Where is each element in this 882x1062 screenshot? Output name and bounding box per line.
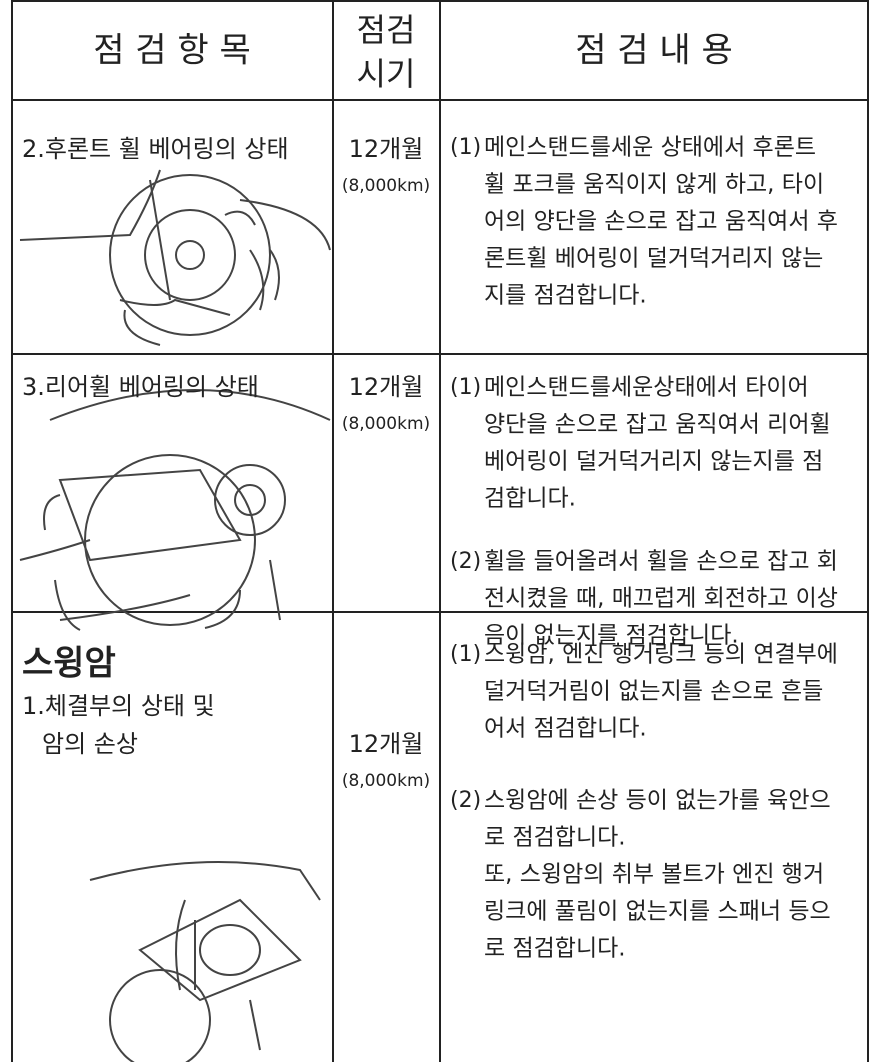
header-item: 점 검 항 목 (93, 31, 251, 71)
content-line: 지를 점검합니다. (484, 283, 647, 309)
section-title: 스윙암 (22, 644, 116, 684)
period: 12개월 (349, 373, 424, 401)
period: 12개월 (349, 135, 424, 163)
content-line: 로 점검합니다. (484, 936, 626, 962)
table-grid (11, 0, 869, 1062)
content-marker: (2) (450, 549, 481, 574)
period: 12개월 (349, 730, 424, 758)
content-line: 전시켰을 때, 매끄럽게 회전하고 이상 (484, 586, 838, 612)
item-text: 1.체결부의 상태 및 (22, 692, 215, 720)
header-period: 점검 (357, 11, 416, 49)
content-line: 메인스탠드를세운 상태에서 후론트 (484, 135, 816, 161)
item-text: 암의 손상 (42, 730, 138, 758)
content-line: 음이 없는지를 점검합니다. (484, 623, 739, 649)
content-line: 휠 포크를 움직이지 않게 하고, 타이 (484, 172, 824, 198)
content-line: 양단을 손으로 잡고 움직여서 리어휠 (484, 412, 831, 438)
content-line: 스윙암에 손상 등이 없는가를 육안으 (484, 788, 831, 814)
content-line: 덜거덕거림이 없는지를 손으로 흔들 (484, 679, 823, 705)
period-sub: (8,000km) (342, 414, 430, 434)
swingarm-illustration (89, 861, 321, 1062)
content-line: 휠을 들어올려서 휠을 손으로 잡고 회 (484, 549, 838, 575)
period-sub: (8,000km) (342, 176, 430, 196)
content-marker: (1) (450, 135, 481, 160)
content-marker: (1) (450, 642, 481, 667)
content-line: 론트휠 베어링이 덜거덕거리지 않는 (484, 246, 823, 272)
content-line: 로 점검합니다. (484, 825, 626, 851)
content-marker: (2) (450, 788, 481, 813)
item-text: 3.리어휠 베어링의 상태 (22, 373, 259, 401)
header-content: 점 검 내 용 (575, 31, 733, 71)
rear-wheel-illustration (19, 389, 331, 631)
period-sub: (8,000km) (342, 771, 430, 791)
content-line: 베어링이 덜거덕거리지 않는지를 점 (484, 449, 823, 475)
content-line: 링크에 풀림이 없는지를 스패너 등으 (484, 899, 831, 925)
content-line: 어의 양단을 손으로 잡고 움직여서 후 (484, 209, 838, 235)
content-line: 어서 점검합니다. (484, 716, 647, 742)
content-line: 스윙암, 엔진 행거링크 등의 연결부에 (484, 642, 838, 668)
content-line: 메인스탠드를세운상태에서 타이어 (484, 375, 809, 401)
header-period: 시기 (357, 55, 416, 93)
item-text: 2.후론트 휠 베어링의 상태 (22, 135, 289, 163)
front-wheel-illustration (19, 169, 331, 346)
content-line: 검합니다. (484, 486, 576, 512)
content-line: 또, 스윙암의 취부 볼트가 엔진 행거 (484, 862, 824, 888)
content-marker: (1) (450, 375, 481, 400)
